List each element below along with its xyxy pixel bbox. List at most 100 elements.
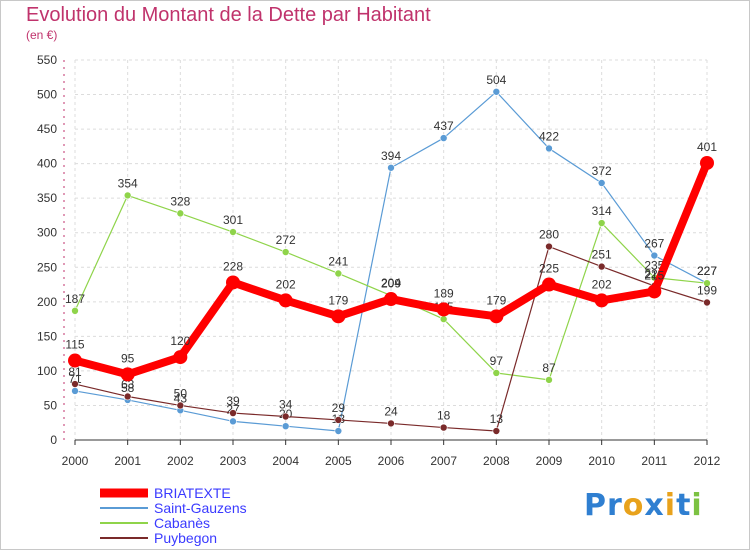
- data-label: 280: [539, 228, 559, 242]
- data-label: 227: [697, 264, 717, 278]
- data-point: [492, 427, 501, 435]
- data-point: [700, 155, 714, 170]
- data-point: [123, 191, 132, 200]
- y-tick-label: 0: [50, 433, 57, 447]
- data-point: [331, 309, 346, 324]
- data-point: [545, 242, 553, 251]
- x-tick-label: 2007: [430, 454, 457, 468]
- data-label: 97: [490, 354, 504, 368]
- data-point: [71, 306, 79, 315]
- data-point: [229, 417, 237, 426]
- y-tick-label: 450: [37, 122, 57, 136]
- data-point: [492, 87, 501, 96]
- data-label: 372: [592, 164, 612, 178]
- proxiti-logo: Proxiti: [584, 488, 703, 523]
- data-label: 267: [644, 237, 664, 251]
- data-point: [647, 284, 662, 299]
- data-point: [226, 275, 240, 290]
- x-tick-label: 2001: [114, 454, 141, 468]
- data-label: 437: [434, 119, 454, 133]
- data-label: 251: [592, 248, 612, 262]
- data-point: [71, 380, 79, 388]
- data-label: 58: [121, 381, 135, 395]
- data-point: [597, 179, 606, 187]
- data-label: 13: [490, 412, 504, 426]
- y-tick-label: 100: [37, 364, 57, 378]
- data-point: [545, 144, 553, 153]
- data-label: 39: [226, 394, 240, 408]
- data-label: 227: [697, 264, 717, 278]
- data-label: 228: [223, 259, 243, 273]
- data-label: 189: [434, 286, 454, 300]
- x-tick-label: 2005: [325, 454, 352, 468]
- data-point: [229, 228, 237, 236]
- y-tick-label: 200: [37, 295, 57, 309]
- data-label: 422: [539, 129, 559, 143]
- y-tick-label: 50: [44, 398, 58, 412]
- data-label: 120: [170, 334, 190, 348]
- y-tick-label: 150: [37, 329, 57, 343]
- data-label: 394: [381, 149, 401, 163]
- data-label: 115: [65, 338, 84, 352]
- data-label: 34: [279, 398, 293, 412]
- series-saint-gauzens: 715843272013394437504422372267227: [68, 73, 717, 435]
- data-point: [542, 277, 556, 292]
- data-point: [123, 392, 132, 401]
- data-label: 504: [486, 73, 506, 87]
- x-tick-label: 2004: [272, 454, 299, 468]
- data-label: 225: [539, 262, 559, 276]
- data-label: 202: [592, 277, 612, 291]
- data-label: 24: [384, 404, 398, 418]
- logo-letter: i: [664, 488, 677, 523]
- data-point: [68, 353, 82, 368]
- data-point: [384, 292, 398, 307]
- chart-subtitle: (en €): [26, 28, 58, 42]
- data-point: [334, 427, 343, 435]
- data-label: 209: [381, 277, 401, 291]
- y-tick-label: 400: [37, 157, 57, 171]
- x-tick-label: 2008: [483, 454, 510, 468]
- data-point: [439, 134, 448, 142]
- x-tick-label: 2009: [536, 454, 563, 468]
- data-point: [594, 293, 609, 308]
- data-label: 328: [170, 194, 190, 208]
- logo-letter: x: [644, 488, 665, 523]
- data-label: 241: [328, 254, 348, 268]
- data-point: [334, 416, 343, 424]
- data-point: [439, 423, 448, 432]
- data-point: [173, 350, 188, 365]
- data-point: [597, 262, 606, 271]
- legend-label: Cabanès: [154, 515, 210, 531]
- data-point: [545, 376, 553, 384]
- logo-letter: P: [584, 488, 607, 523]
- x-tick-label: 2010: [588, 454, 615, 468]
- data-point: [703, 298, 711, 307]
- y-tick-label: 350: [37, 191, 57, 205]
- data-label: 215: [644, 268, 664, 282]
- data-label: 272: [276, 233, 296, 247]
- data-label: 87: [542, 361, 556, 375]
- data-label: 204: [381, 276, 401, 290]
- data-point: [176, 209, 185, 218]
- data-point: [281, 248, 290, 256]
- legend-item: Saint-Gauzens: [100, 500, 247, 516]
- legend-label: BRIATEXTE: [154, 485, 231, 501]
- data-point: [703, 279, 711, 287]
- y-tick-label: 500: [37, 88, 57, 102]
- logo-letter: i: [691, 488, 703, 523]
- data-label: 18: [437, 409, 451, 423]
- legend-label: Saint-Gauzens: [154, 500, 247, 516]
- x-tick-label: 2006: [378, 454, 405, 468]
- logo-letter: t: [676, 488, 692, 523]
- data-point: [387, 163, 395, 172]
- data-label: 401: [697, 140, 717, 154]
- y-tick-label: 250: [37, 260, 57, 274]
- data-label: 43: [174, 391, 188, 405]
- legend-label: Puybegon: [154, 530, 217, 546]
- y-tick-label: 300: [37, 226, 57, 240]
- x-tick-label: 2003: [220, 454, 247, 468]
- data-point: [489, 309, 504, 324]
- x-tick-label: 2000: [62, 454, 89, 468]
